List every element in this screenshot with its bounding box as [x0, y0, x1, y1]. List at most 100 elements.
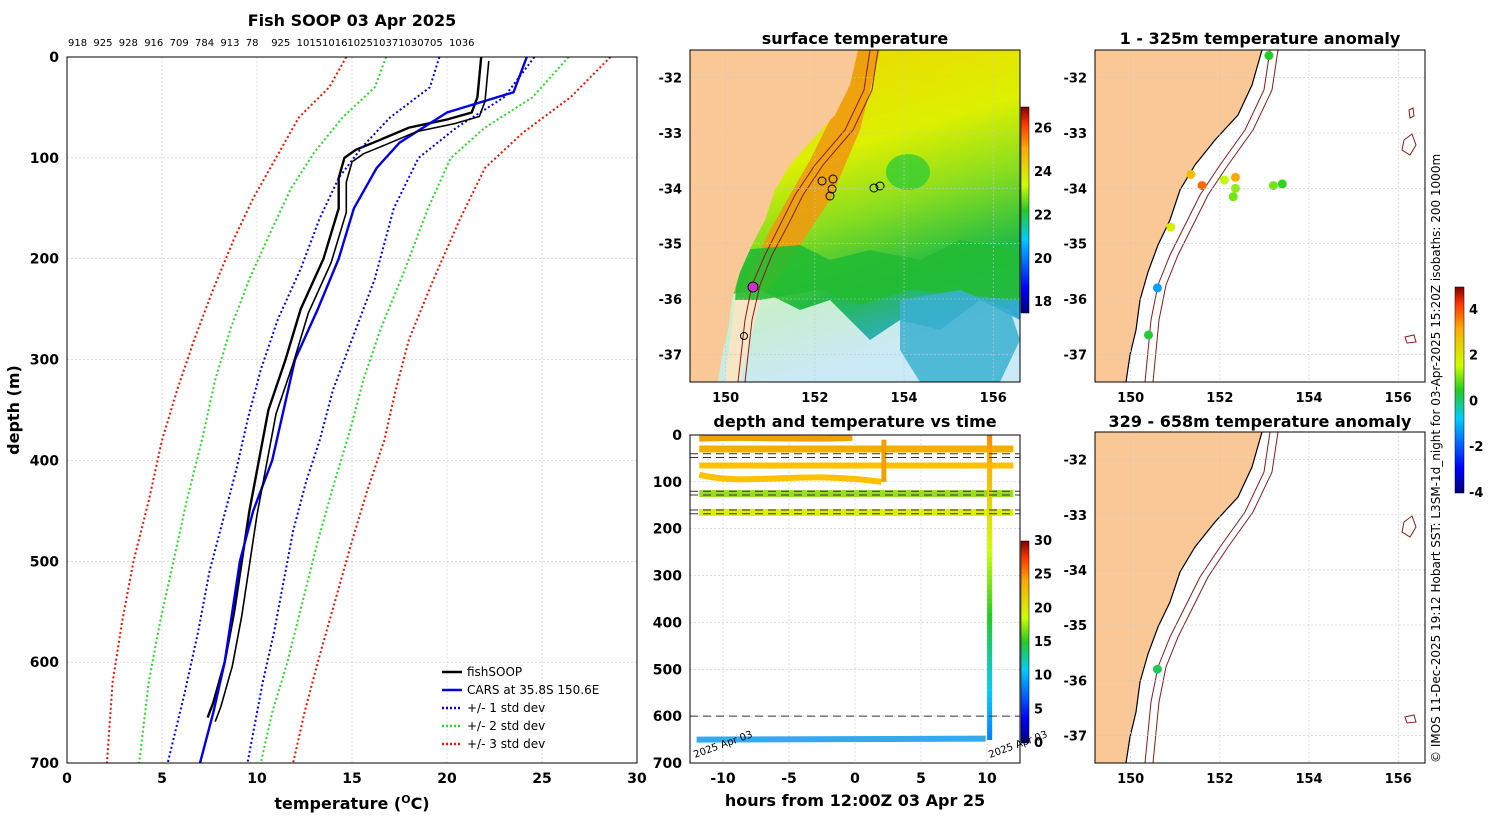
sst-station-marker [827, 184, 837, 194]
depth-time-deep-track [696, 735, 986, 743]
anomaly-point [1277, 179, 1287, 189]
depth-time-ytick: 400 [653, 615, 682, 631]
deep-anomaly-ytick: -37 [1064, 729, 1088, 744]
sst-xtick: 150 [712, 391, 739, 406]
shallow-anomaly-xtick: 150 [1117, 391, 1144, 406]
profile-series-line [246, 57, 536, 763]
profile-xlabel-sup: O [401, 793, 410, 806]
sst-panel: surface temperature 150 152 154 156 -32 -33 -3… [659, 29, 1053, 406]
profile-xlabel-text: temperature ( [274, 794, 401, 813]
sst-isobath [737, 50, 871, 382]
deep-anomaly-seamount [1404, 714, 1417, 724]
profile-xtick: 25 [532, 771, 551, 787]
depth-time-xtick: -10 [710, 771, 736, 787]
anomaly-point [1268, 181, 1278, 191]
anomaly-point [1152, 283, 1162, 293]
shallow-anomaly-frame [1094, 49, 1426, 383]
profile-series-line [198, 57, 528, 763]
sst-title: surface temperature [762, 29, 949, 48]
depth-time-xtick: 5 [916, 771, 926, 787]
shallow-anomaly-ticks: 150 152 154 156 -32 -33 -34 -35 -36 -37 [1064, 72, 1412, 406]
anomaly-point [1219, 175, 1229, 185]
profile-xlabel-end: C) [411, 794, 430, 813]
sst-ytick: -32 [659, 72, 683, 87]
anomaly-point [1228, 192, 1238, 202]
profile-top-label: 705 [424, 38, 443, 49]
sst-frame [689, 49, 1021, 383]
anomaly-colorbar-tick: 0 [1469, 394, 1478, 409]
depth-time-colorbar-tick: 25 [1034, 568, 1052, 583]
depth-time-xtick: 10 [977, 771, 997, 787]
profile-ylabel: depth (m) [4, 365, 23, 455]
shallow-anomaly-grid [1095, 50, 1425, 382]
profile-series-line [259, 57, 570, 763]
profile-ytick: 600 [30, 655, 59, 671]
deep-anomaly-coast [1125, 432, 1263, 763]
profile-legend: fishSOOP CARS at 35.8S 150.6E +/- 1 std de… [442, 665, 599, 751]
profile-series-line [105, 57, 348, 763]
depth-time-colorbar-tick: 10 [1034, 669, 1052, 684]
profile-xtick: 30 [627, 771, 647, 787]
deep-anomaly-frame [1094, 431, 1426, 764]
shallow-anomaly-ytick: -32 [1064, 72, 1088, 87]
depth-time-frame [689, 434, 1021, 764]
deep-anomaly-ticks: 150 152 154 156 -32 -33 -34 -35 -36 -37 [1064, 454, 1412, 787]
sst-station-marker [817, 176, 827, 186]
profile-frame [66, 56, 638, 764]
depth-time-ytick: 200 [653, 522, 682, 538]
profile-series-line [292, 57, 612, 763]
depth-time-xlabel: hours from 12:00Z 03 Apr 25 [725, 791, 985, 810]
profile-ytick: 700 [30, 756, 59, 772]
profile-top-label: 1030 [398, 38, 423, 49]
sst-ocean-warm-band [725, 50, 880, 382]
sst-station-marker [869, 183, 879, 193]
profile-xtick: 15 [342, 771, 361, 787]
profile-series [105, 57, 612, 763]
legend-label: +/- 1 std dev [467, 701, 545, 715]
deep-anomaly-panel: 329 - 658m temperature anomaly 150 152 154… [1064, 412, 1426, 787]
sst-colorbar-tick: 26 [1034, 122, 1052, 137]
anomaly-colorbar-tick: -2 [1469, 440, 1483, 455]
shallow-anomaly-seamount [1401, 133, 1417, 156]
anomaly-colorbar-tick: 4 [1469, 303, 1478, 318]
depth-time-xtick: -5 [781, 771, 797, 787]
profile-xlabel: temperature (OC) [274, 793, 429, 813]
deep-anomaly-xtick: 152 [1206, 772, 1233, 787]
sst-colorbar [1020, 106, 1030, 314]
sst-ytick: -33 [659, 127, 683, 142]
shallow-anomaly-isobath-deep [1152, 50, 1279, 382]
anomaly-point [1166, 222, 1176, 232]
shallow-anomaly-seamount [1404, 334, 1417, 344]
shallow-anomaly-xtick: 154 [1295, 391, 1322, 406]
shallow-anomaly-ytick: -37 [1064, 348, 1088, 363]
deep-anomaly-ytick: -34 [1064, 564, 1088, 579]
legend-label: +/- 2 std dev [467, 719, 545, 733]
sst-xtick: 156 [980, 391, 1007, 406]
depth-time-grid [690, 434, 1020, 764]
sst-cool-blob [900, 290, 1020, 382]
shallow-anomaly-ytick: -33 [1064, 127, 1088, 142]
sst-green-south [735, 240, 1020, 305]
profile-top-label: 916 [144, 38, 163, 49]
depth-time-panel: depth and temperature vs time -10 -5 0 5 100… [653, 412, 1052, 810]
profile-top-label: 918 [68, 38, 87, 49]
profile-xtick: 0 [62, 771, 72, 787]
anomaly-point [1230, 172, 1240, 182]
sst-colorbar-tick: 22 [1034, 208, 1052, 223]
sst-colorbar-tick: 24 [1034, 165, 1052, 180]
depth-time-title: depth and temperature vs time [713, 412, 996, 431]
depth-time-colorbar-tick: 30 [1034, 534, 1052, 549]
legend-label: +/- 3 std dev [467, 737, 545, 751]
shallow-anomaly-ytick: -34 [1064, 182, 1088, 197]
profile-top-label: 1025 [347, 38, 372, 49]
profile-top-label: 1015 [297, 38, 322, 49]
depth-time-series [690, 435, 1020, 743]
sst-station-marker [740, 332, 748, 340]
deep-anomaly-seamount [1401, 515, 1417, 538]
profile-top-label: 928 [119, 38, 138, 49]
profile-ytick: 400 [30, 453, 59, 469]
anomaly-point [1264, 51, 1274, 61]
profile-panel: Fish SOOP 03 Apr 2025 918 925 928 916 709 784… [4, 11, 647, 813]
profile-top-label: 1016 [322, 38, 347, 49]
profile-top-labels: 918 925 928 916 709 784 913 78 925 1015 1016 1025 10… [68, 38, 474, 49]
